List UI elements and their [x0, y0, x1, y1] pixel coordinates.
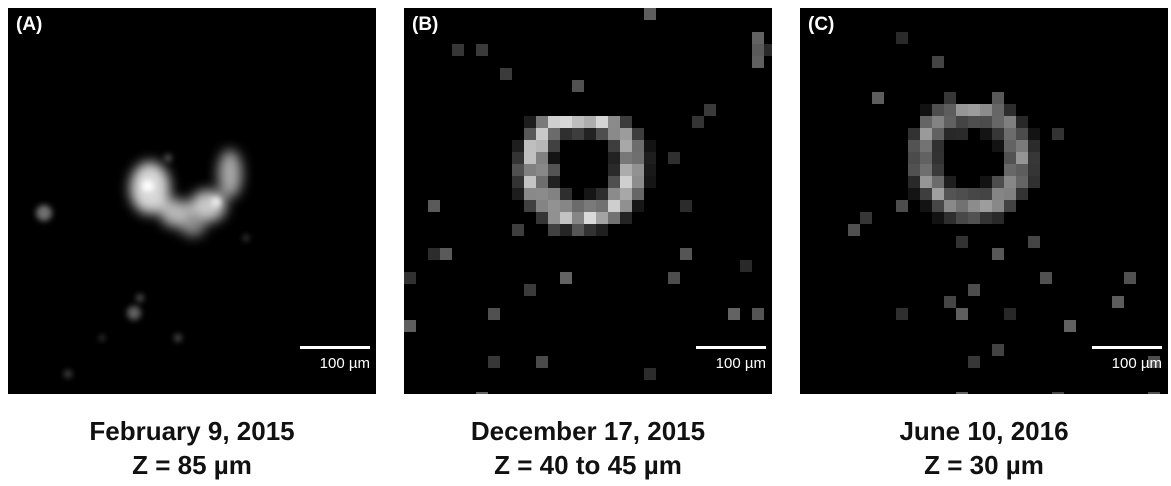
caption-date: February 9, 2015	[89, 416, 295, 446]
fluorescence-image-b	[404, 8, 772, 394]
image-panel-c: (C) 100 µm	[800, 8, 1168, 394]
caption-depth: Z = 85 µm	[132, 450, 252, 480]
fluorescence-image-c	[848, 32, 1160, 394]
image-panel-b: (B) 100 µm	[404, 8, 772, 394]
panel-label: (A)	[16, 14, 43, 35]
panel-label: (B)	[412, 14, 439, 35]
caption-c: June 10, 2016 Z = 30 µm	[800, 414, 1168, 482]
scale-bar	[300, 346, 370, 349]
caption-b: December 17, 2015 Z = 40 to 45 µm	[404, 414, 772, 482]
image-panel-a: (A) 100 µm	[8, 8, 376, 394]
scale-bar-label: 100 µm	[715, 355, 766, 372]
scale-bar	[696, 346, 766, 349]
caption-date: June 10, 2016	[899, 416, 1069, 446]
caption-depth: Z = 30 µm	[924, 450, 1044, 480]
scale-bar-label: 100 µm	[319, 355, 370, 372]
scale-bar	[1092, 346, 1162, 349]
scale-bar-label: 100 µm	[1111, 355, 1162, 372]
panel-label: (C)	[808, 14, 835, 35]
fluorescence-image-a	[36, 150, 249, 378]
caption-depth: Z = 40 to 45 µm	[494, 450, 682, 480]
caption-date: December 17, 2015	[470, 416, 706, 446]
caption-a: February 9, 2015 Z = 85 µm	[8, 414, 376, 482]
